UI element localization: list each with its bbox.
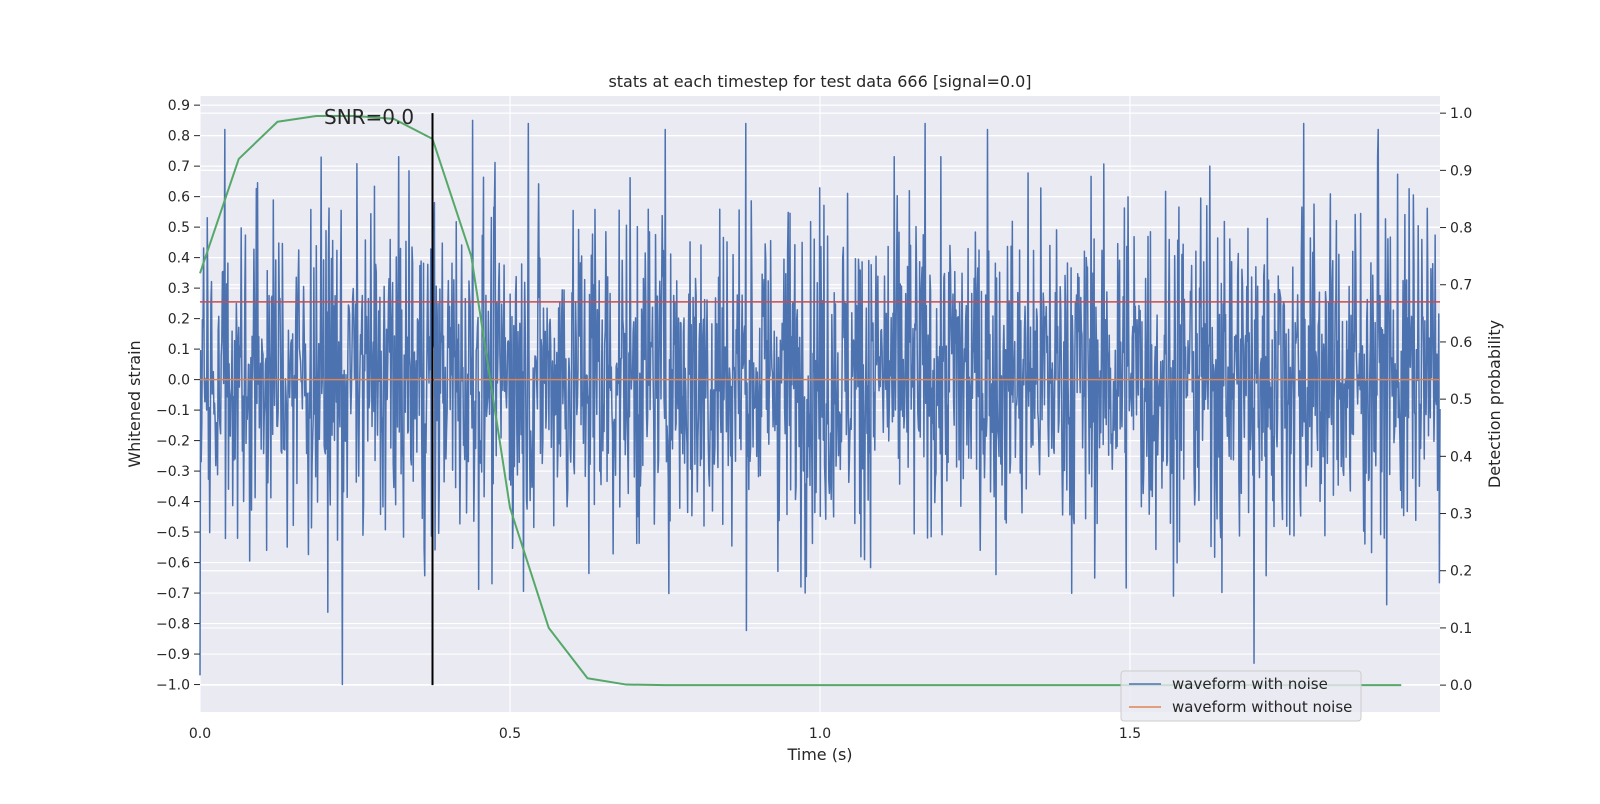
y2-tick-label: 0.8 <box>1450 221 1472 237</box>
y-tick-label: −1.0 <box>156 678 190 694</box>
y-tick-label: −0.5 <box>156 525 190 541</box>
y-tick-label: −0.4 <box>156 495 190 511</box>
x-tick-label: 1.0 <box>809 726 831 742</box>
y-tick-label: 0.4 <box>168 251 190 267</box>
y-tick-label: −0.7 <box>156 586 190 602</box>
y-tick-label: 0.8 <box>168 129 190 145</box>
y-tick-label: −0.3 <box>156 464 190 480</box>
y-tick-label: −0.8 <box>156 617 190 633</box>
series-layer <box>199 113 1441 687</box>
x-tick-label: 1.5 <box>1119 726 1141 742</box>
y2-tick-label: 0.1 <box>1450 621 1472 637</box>
x-tick-label: 0.0 <box>189 726 211 742</box>
legend-label-noise: waveform with noise <box>1172 675 1328 693</box>
y-tick-label: 0.6 <box>168 190 190 206</box>
snr-annotation: SNR=0.0 <box>324 105 414 129</box>
y-tick-label: 0.0 <box>168 373 190 389</box>
y-tick-label: 0.3 <box>168 281 190 297</box>
x-axis-label: Time (s) <box>786 745 852 764</box>
y-axis-ticks: −1.0 −0.9 −0.8 −0.7 −0.6 −0.5 −0.4 −0.3 −0.2 −0.1… <box>156 98 200 694</box>
y-tick-label: 0.1 <box>168 342 190 358</box>
y2-tick-label: 0.4 <box>1450 449 1472 465</box>
y-tick-label: 0.9 <box>168 98 190 114</box>
y2-tick-label: 0.7 <box>1450 278 1472 294</box>
series-waveform-with-noise <box>199 119 1441 686</box>
legend-box <box>1120 670 1362 722</box>
legend: waveform with noise waveform without noi… <box>1120 670 1362 722</box>
y2-axis-label: Detection probability <box>1485 320 1504 488</box>
y2-tick-label: 0.9 <box>1450 163 1472 179</box>
y2-tick-label: 0.2 <box>1450 564 1472 580</box>
y2-tick-label: 0.0 <box>1450 678 1472 694</box>
y-tick-label: −0.1 <box>156 403 190 419</box>
y2-tick-label: 0.3 <box>1450 507 1472 523</box>
y-tick-label: 0.2 <box>168 312 190 328</box>
y-tick-label: −0.2 <box>156 434 190 450</box>
y-tick-label: −0.6 <box>156 556 190 572</box>
y-tick-label: 0.7 <box>168 159 190 175</box>
y-axis-label: Whitened strain <box>125 340 144 467</box>
y2-tick-label: 1.0 <box>1450 106 1472 122</box>
y2-tick-label: 0.6 <box>1450 335 1472 351</box>
x-axis-ticks: 0.0 0.5 1.0 1.5 <box>189 726 1141 742</box>
y-tick-label: −0.9 <box>156 647 190 663</box>
x-tick-label: 0.5 <box>499 726 521 742</box>
y2-axis-ticks: 0.0 0.1 0.2 0.3 0.4 0.5 0.6 0.7 0.8 0.9 1.0 <box>1440 106 1472 694</box>
chart-title: stats at each timestep for test data 666… <box>608 72 1031 91</box>
legend-label-clean: waveform without noise <box>1172 698 1352 716</box>
y-tick-label: 0.5 <box>168 220 190 236</box>
y2-tick-label: 0.5 <box>1450 392 1472 408</box>
